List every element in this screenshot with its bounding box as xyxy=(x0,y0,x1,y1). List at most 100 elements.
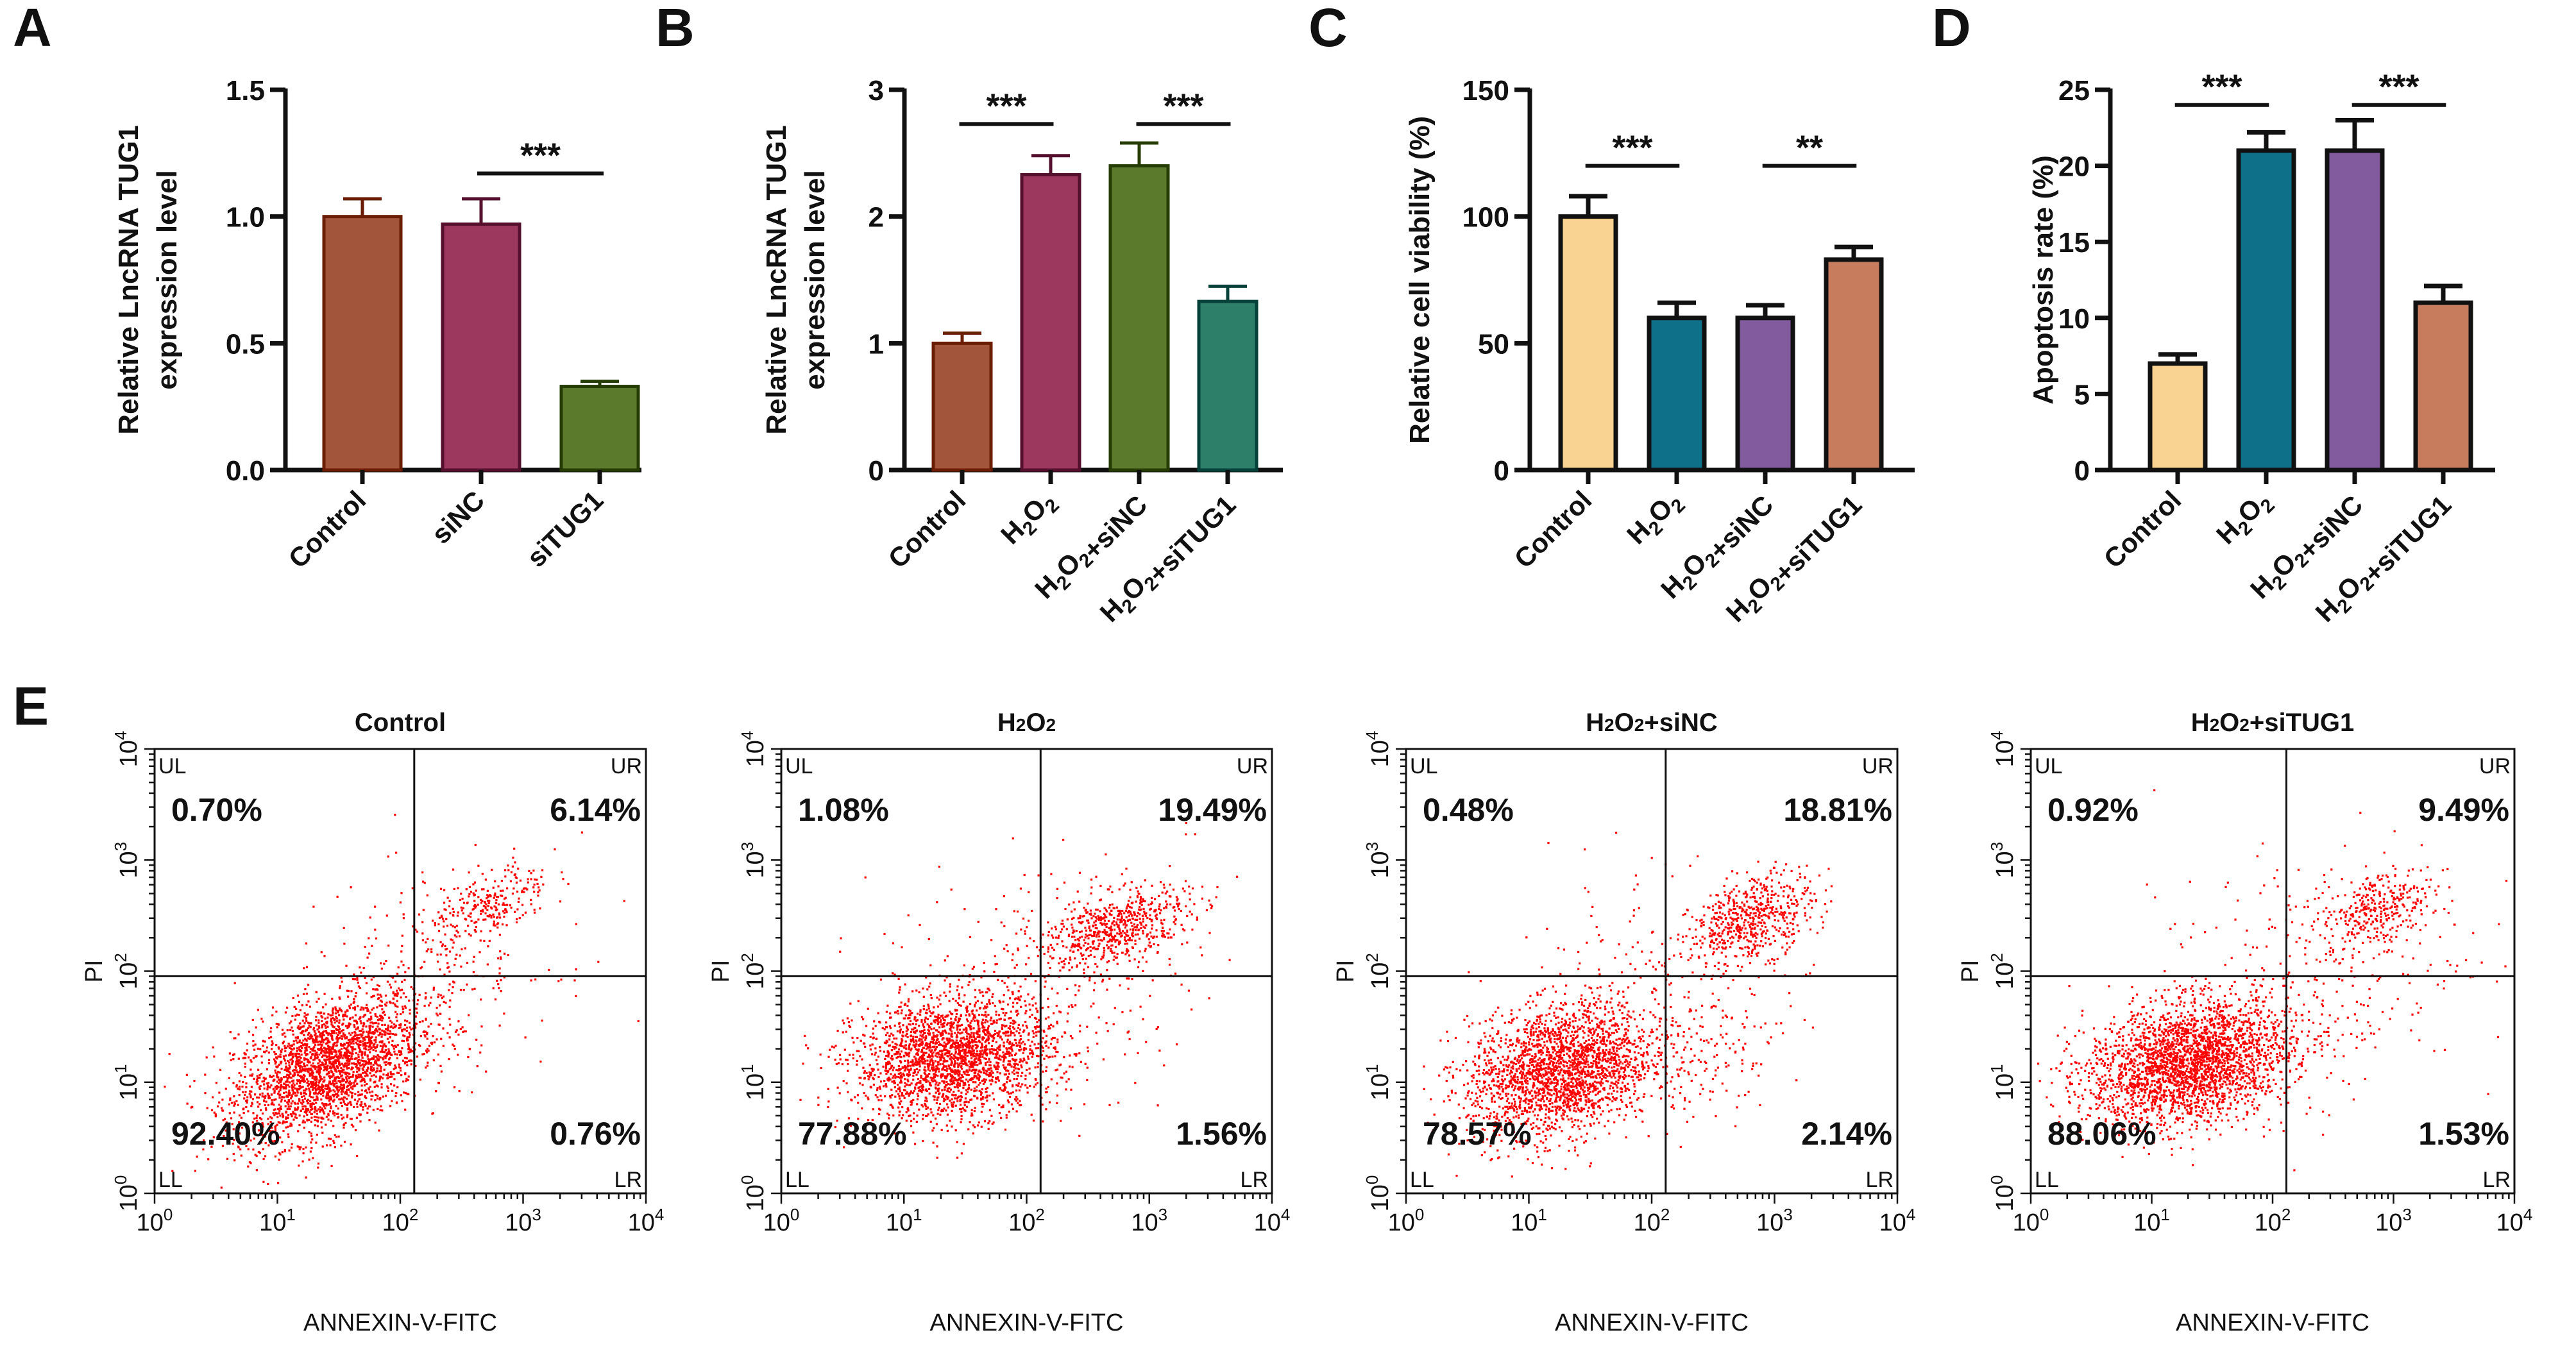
scatter-point xyxy=(987,1013,990,1016)
scatter-point xyxy=(257,1129,260,1132)
scatter-point xyxy=(953,1064,956,1066)
scatter-point xyxy=(320,1126,323,1129)
scatter-point xyxy=(258,1097,260,1099)
scatter-point xyxy=(967,1128,970,1131)
scatter-point xyxy=(321,1116,323,1119)
scatter-point xyxy=(482,888,485,891)
scatter-point xyxy=(931,1058,933,1061)
scatter-point xyxy=(344,1103,346,1106)
scatter-point xyxy=(532,870,535,872)
scatter-point xyxy=(283,1032,285,1034)
scatter-point xyxy=(1056,1051,1059,1054)
scatter-point xyxy=(244,1066,246,1068)
scatter-point xyxy=(1004,1052,1007,1055)
scatter-point xyxy=(315,1080,318,1083)
scatter-point xyxy=(400,996,402,999)
scatter-point xyxy=(384,1095,387,1097)
scatter-point xyxy=(300,1076,303,1079)
scatter-point xyxy=(332,1038,334,1041)
scatter-point xyxy=(314,1056,317,1059)
scatter-point xyxy=(301,1020,304,1022)
scatter-point xyxy=(257,1068,260,1071)
scatter-point xyxy=(402,1011,404,1014)
scatter-point xyxy=(292,1118,295,1121)
scatter-point xyxy=(426,1038,428,1040)
scatter-point xyxy=(344,1063,346,1065)
scatter-point xyxy=(996,1022,998,1024)
scatter-point xyxy=(374,905,377,908)
scatter-point xyxy=(861,1058,863,1061)
scatter-point xyxy=(276,1080,278,1083)
scatter-point xyxy=(314,1068,317,1070)
scatter-point xyxy=(364,1007,367,1009)
scatter-point xyxy=(1074,1004,1077,1007)
scatter-point xyxy=(968,1014,971,1017)
scatter-point xyxy=(349,1018,352,1020)
scatter-point xyxy=(314,1119,316,1122)
scatter-point xyxy=(920,1104,923,1107)
scatter-point xyxy=(530,979,532,982)
scatter-point xyxy=(457,931,459,934)
scatter-point xyxy=(280,1106,282,1108)
scatter-point xyxy=(368,1119,371,1122)
scatter-point xyxy=(305,1088,308,1091)
scatter-point xyxy=(326,1022,328,1025)
scatter-point xyxy=(934,1021,936,1024)
scatter-point xyxy=(882,1065,885,1068)
scatter-point xyxy=(256,1114,258,1117)
scatter-point xyxy=(976,1009,978,1012)
scatter-point xyxy=(400,1050,402,1053)
scatter-point xyxy=(442,1027,445,1030)
scatter-point xyxy=(255,1026,257,1029)
scatter-point xyxy=(515,881,518,884)
scatter-point xyxy=(1009,1052,1012,1055)
scatter-point xyxy=(859,1082,861,1085)
scatter-point xyxy=(267,1051,270,1054)
scatter-point xyxy=(296,1050,298,1052)
scatter-point xyxy=(995,1078,997,1080)
scatter-point xyxy=(845,1030,847,1033)
scatter-point xyxy=(423,1052,425,1055)
scatter-point xyxy=(926,1018,929,1020)
scatter-point xyxy=(232,1058,235,1061)
scatter-point xyxy=(908,1017,911,1020)
scatter-point xyxy=(273,1058,276,1061)
scatter-point xyxy=(325,1104,328,1107)
scatter-point xyxy=(934,1015,936,1018)
scatter-point xyxy=(279,1086,282,1089)
scatter-point xyxy=(926,1059,929,1062)
scatter-point xyxy=(974,989,976,991)
scatter-point xyxy=(316,1066,318,1068)
scatter-point xyxy=(904,1040,907,1043)
scatter-point xyxy=(922,1139,924,1143)
scatter-point xyxy=(930,1111,933,1114)
scatter-point xyxy=(257,1150,260,1154)
scatter-point xyxy=(904,1068,907,1070)
scatter-point xyxy=(418,993,421,996)
scatter-point xyxy=(936,1005,940,1008)
scatter-point xyxy=(316,1095,318,1098)
scatter-point xyxy=(419,1045,421,1047)
scatter-point xyxy=(314,1092,317,1095)
scatter-point xyxy=(303,1069,305,1072)
scatter-point xyxy=(284,1059,287,1062)
scatter-point xyxy=(988,1001,990,1004)
scatter-point xyxy=(383,963,386,965)
scatter-point xyxy=(331,997,334,1000)
scatter-point xyxy=(337,1113,339,1115)
scatter-point xyxy=(387,1074,389,1077)
scatter-point xyxy=(957,1043,960,1046)
scatter-point xyxy=(969,1051,971,1054)
scatter-point xyxy=(373,1074,375,1077)
scatter-point xyxy=(244,1075,246,1078)
scatter-point xyxy=(319,1093,322,1095)
scatter-point xyxy=(261,1095,264,1098)
scatter-point xyxy=(323,1066,326,1069)
scatter-point xyxy=(411,887,414,889)
scatter-point xyxy=(397,966,400,969)
scatter-point xyxy=(877,1012,879,1014)
scatter-point xyxy=(487,905,489,907)
scatter-point xyxy=(982,1052,985,1054)
scatter-point xyxy=(1004,1014,1006,1017)
scatter-point xyxy=(517,900,520,903)
